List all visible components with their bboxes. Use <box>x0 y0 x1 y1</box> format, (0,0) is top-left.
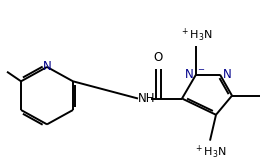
Text: N: N <box>185 68 194 81</box>
Text: $^+$H$_3$N: $^+$H$_3$N <box>179 27 213 44</box>
Text: −: − <box>197 65 204 74</box>
Text: N: N <box>43 60 51 74</box>
Text: $^+$H$_3$N: $^+$H$_3$N <box>193 143 227 161</box>
Text: O: O <box>153 51 163 64</box>
Text: NH: NH <box>138 92 155 105</box>
Text: N: N <box>223 68 232 81</box>
